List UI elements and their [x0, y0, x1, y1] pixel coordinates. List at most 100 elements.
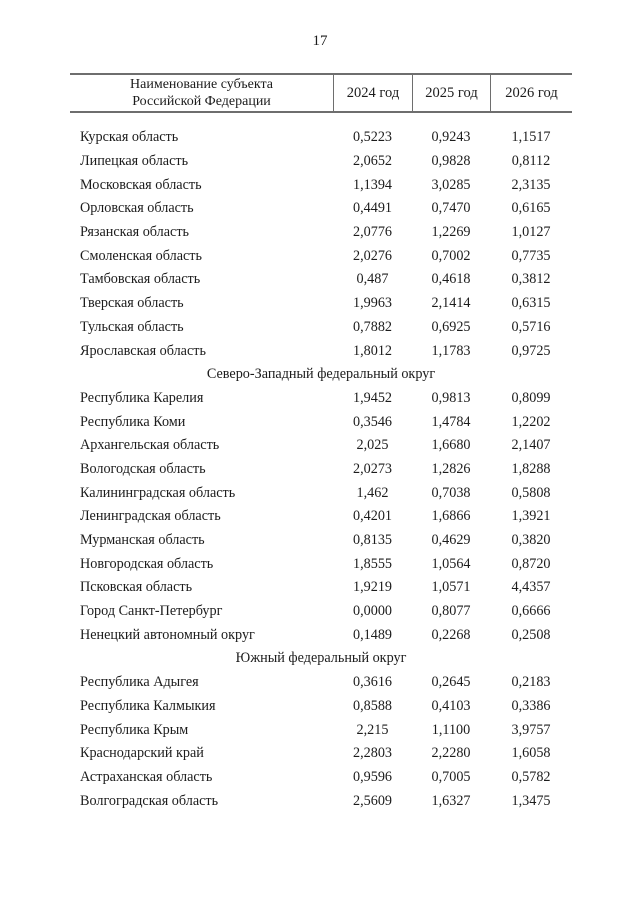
- value-2025: 0,6925: [431, 318, 471, 335]
- value-2024: 2,5609: [352, 792, 392, 809]
- table-header: Наименование субъекта Российской Федерац…: [70, 73, 572, 113]
- table-row: Республика Адыгея 0,3616 0,2645 0,2183: [70, 671, 572, 695]
- value-2026: 2,3135: [511, 176, 551, 193]
- value-2025: 0,2645: [431, 674, 471, 691]
- region-name: Смоленская область: [80, 247, 202, 264]
- region-name: Ненецкий автономный округ: [80, 626, 255, 643]
- value-2024: 0,9596: [352, 768, 392, 785]
- table-row: Ненецкий автономный округ 0,1489 0,2268 0,2…: [70, 623, 572, 647]
- table-row: Липецкая область 2,0652 0,9828 0,8112: [70, 150, 572, 174]
- region-name: Республика Коми: [80, 413, 186, 430]
- value-2024: 0,3546: [352, 413, 392, 430]
- value-2026: 1,3921: [511, 508, 551, 525]
- table-row: Орловская область 0,4491 0,7470 0,6165: [70, 197, 572, 221]
- region-name: Краснодарский край: [80, 745, 204, 762]
- value-2024: 0,1489: [352, 626, 392, 643]
- table-row: Рязанская область 2,0776 1,2269 1,0127: [70, 221, 572, 245]
- value-2024: 1,9219: [352, 579, 392, 596]
- region-name: Республика Адыгея: [80, 674, 199, 691]
- value-2024: 2,0276: [352, 247, 392, 264]
- region-name: Республика Крым: [80, 721, 189, 738]
- value-2025: 1,1783: [431, 342, 471, 359]
- region-name: Город Санкт-Петербург: [80, 603, 223, 620]
- value-2025: 0,8077: [431, 603, 471, 620]
- region-name: Ленинградская область: [80, 508, 221, 525]
- value-2025: 0,7005: [431, 768, 471, 785]
- table-row: Республика Карелия 1,9452 0,9813 0,8099: [70, 387, 572, 411]
- value-2026: 1,0127: [511, 224, 551, 241]
- value-2024: 2,0652: [352, 153, 392, 170]
- value-2026: 0,5716: [511, 318, 551, 335]
- value-2026: 0,8099: [511, 389, 551, 406]
- value-2025: 0,7038: [431, 484, 471, 501]
- table-row: Республика Коми 0,3546 1,4784 1,2202: [70, 410, 572, 434]
- table-row: Мурманская область 0,8135 0,4629 0,3820: [70, 529, 572, 553]
- value-2024: 0,5223: [352, 129, 392, 146]
- value-2026: 1,3475: [511, 792, 551, 809]
- value-2024: 0,4491: [352, 200, 392, 217]
- value-2024: 1,8555: [352, 555, 392, 572]
- section-title: Северо-Западный федеральный округ: [206, 366, 436, 383]
- table-row: Тамбовская область 0,487 0,4618 0,3812: [70, 268, 572, 292]
- value-2025: 0,7002: [431, 247, 471, 264]
- region-name: Курская область: [80, 129, 179, 146]
- value-2025: 1,6680: [431, 437, 471, 454]
- table-row: Тульская область 0,7882 0,6925 0,5716: [70, 316, 572, 340]
- value-2025: 0,4103: [431, 697, 471, 714]
- value-2024: 2,025: [356, 437, 389, 454]
- value-2024: 0,0000: [352, 603, 392, 620]
- value-2026: 0,2508: [511, 626, 551, 643]
- page-number: 17: [312, 33, 328, 49]
- region-name: Рязанская область: [80, 224, 190, 241]
- value-2026: 0,6315: [511, 295, 551, 312]
- region-name: Тульская область: [80, 318, 184, 335]
- regions-table: Наименование субъекта Российской Федерац…: [70, 73, 572, 813]
- value-2024: 1,462: [356, 484, 389, 501]
- region-name: Псковская область: [80, 579, 193, 596]
- value-2025: 0,9828: [431, 153, 471, 170]
- header-name-line-1: Наименование субъекта: [130, 77, 273, 92]
- value-2026: 0,5782: [511, 768, 551, 785]
- value-2024: 0,7882: [352, 318, 392, 335]
- region-name: Архангельская область: [80, 437, 220, 454]
- value-2025: 1,6866: [431, 508, 471, 525]
- value-2025: 1,2269: [431, 224, 471, 241]
- value-2024: 2,0273: [352, 460, 392, 477]
- table-row: Республика Калмыкия 0,8588 0,4103 0,3386: [70, 695, 572, 719]
- region-name: Вологодская область: [80, 460, 206, 477]
- header-year-2026: 2026 год: [490, 75, 572, 111]
- value-2024: 0,4201: [352, 508, 392, 525]
- table-row: Курская область 0,5223 0,9243 1,1517: [70, 126, 572, 150]
- table-row: Смоленская область 2,0276 0,7002 0,7735: [70, 244, 572, 268]
- value-2025: 0,9243: [431, 129, 471, 146]
- value-2026: 0,8112: [511, 153, 551, 170]
- table-row: Ярославская область 1,8012 1,1783 0,9725: [70, 339, 572, 363]
- value-2026: 1,6058: [511, 745, 551, 762]
- value-2024: 0,8588: [352, 697, 392, 714]
- value-2025: 1,0571: [431, 579, 471, 596]
- value-2026: 4,4357: [511, 579, 551, 596]
- table-row: Ленинградская область 0,4201 1,6866 1,3921: [70, 505, 572, 529]
- table-row: Псковская область 1,9219 1,0571 4,4357: [70, 576, 572, 600]
- value-2024: 1,9963: [352, 295, 392, 312]
- value-2024: 1,8012: [352, 342, 392, 359]
- table-row: Краснодарский край 2,2803 2,2280 1,6058: [70, 742, 572, 766]
- value-2024: 2,215: [356, 721, 389, 738]
- value-2025: 2,1414: [431, 295, 471, 312]
- value-2024: 1,9452: [352, 389, 392, 406]
- table-row: Вологодская область 2,0273 1,2826 1,8288: [70, 458, 572, 482]
- region-name: Тамбовская область: [80, 271, 201, 288]
- table-row: Город Санкт-Петербург 0,0000 0,8077 0,6666: [70, 600, 572, 624]
- table-row: Республика Крым 2,215 1,1100 3,9757: [70, 718, 572, 742]
- value-2025: 0,4618: [431, 271, 471, 288]
- region-name: Мурманская область: [80, 532, 205, 549]
- region-name: Орловская область: [80, 200, 194, 217]
- value-2024: 0,3616: [352, 674, 392, 691]
- header-year-2025: 2025 год: [412, 75, 490, 111]
- table-row: Калининградская область 1,462 0,7038 0,5808: [70, 481, 572, 505]
- value-2026: 1,8288: [511, 460, 551, 477]
- value-2026: 0,3812: [511, 271, 551, 288]
- section-title: Южный федеральный округ: [235, 650, 407, 667]
- value-2026: 3,9757: [511, 721, 551, 738]
